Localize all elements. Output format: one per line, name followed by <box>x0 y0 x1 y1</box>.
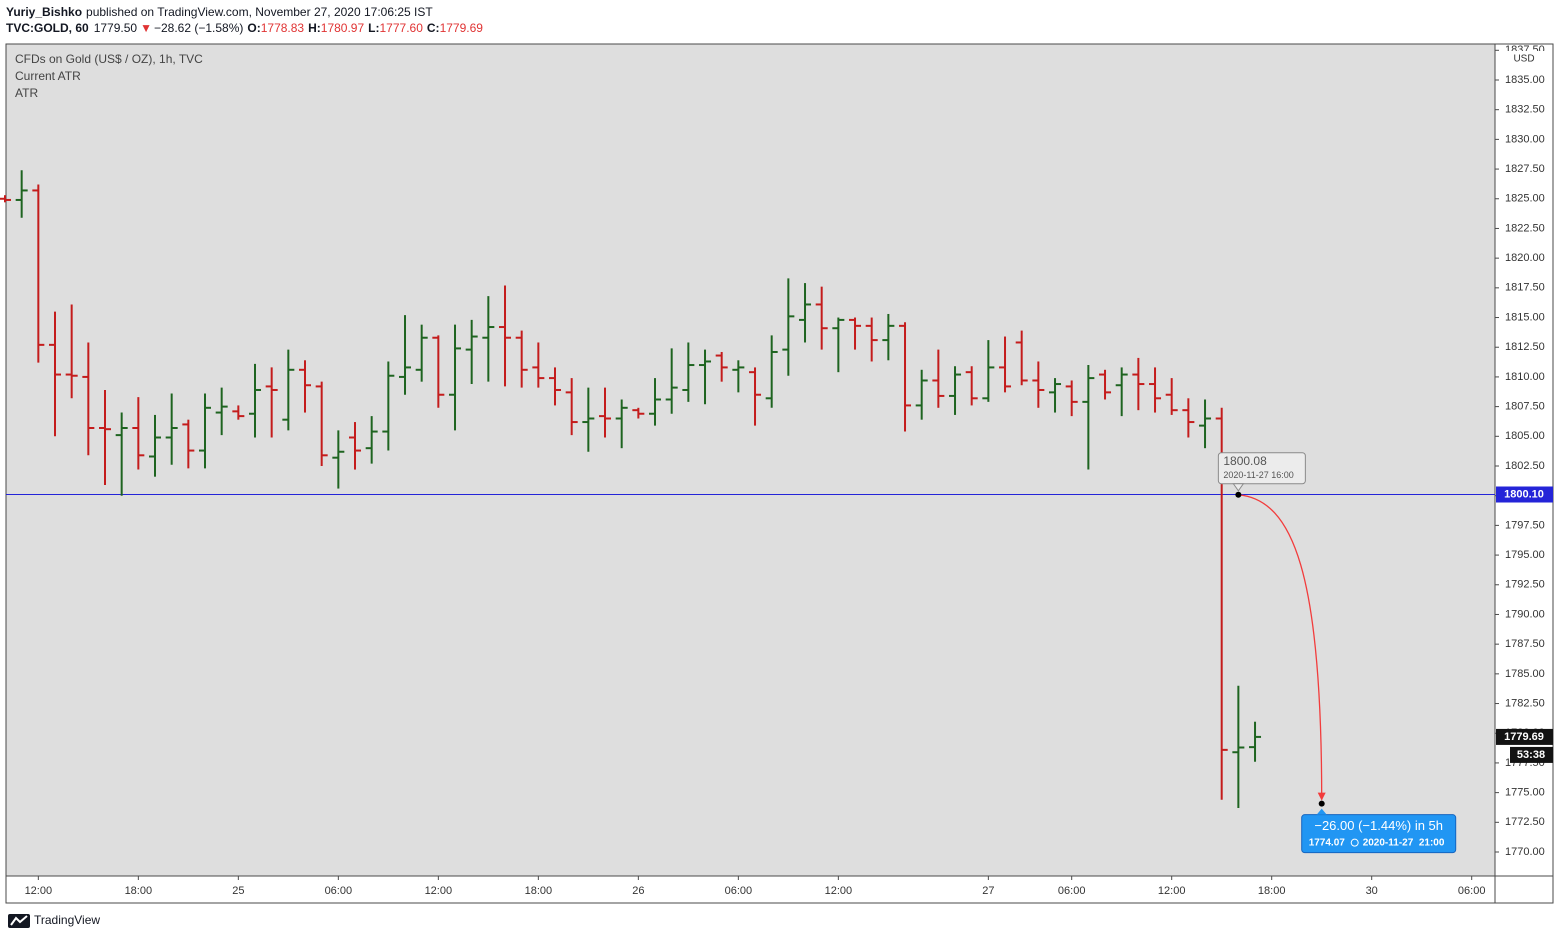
x-tick-label: 12:00 <box>25 885 53 897</box>
countdown-tag <box>1510 746 1553 763</box>
countdown: 53:38 <box>1517 749 1545 761</box>
y-tick-label: 1795.00 <box>1505 549 1545 561</box>
projection-change: −26.00 (−1.44%) in 5h <box>1314 818 1443 833</box>
currency-bg <box>1500 51 1548 65</box>
callout <box>1217 452 1306 485</box>
x-tick-label: 26 <box>632 885 644 897</box>
x-tick-label: 06:00 <box>325 885 353 897</box>
projection-box <box>1301 814 1457 854</box>
y-tick-label: 1820.00 <box>1505 252 1545 264</box>
price-tag <box>1496 728 1553 745</box>
x-tick-label: 12:00 <box>825 885 853 897</box>
projection-date: 2020-11-27 21:00 <box>1363 837 1445 848</box>
arrow-head <box>1317 792 1326 801</box>
y-tick-label: 1772.50 <box>1505 816 1545 828</box>
projection-end <box>1318 800 1325 807</box>
x-tick-label: 25 <box>232 885 244 897</box>
y-tick-label: 1802.50 <box>1505 460 1545 472</box>
x-tick-label: 12:00 <box>1158 885 1186 897</box>
y-tick-label: 1832.50 <box>1505 104 1545 116</box>
x-tick-label: 18:00 <box>125 885 153 897</box>
ohlc-label: L: <box>368 21 379 35</box>
y-tick-label: 1830.00 <box>1505 133 1545 145</box>
ohlc-value: 1777.60 <box>380 21 424 35</box>
y-axis: 1770.001772.501775.001777.501780.001782.… <box>1495 44 1545 858</box>
callout-date: 2020-11-27 16:00 <box>1223 470 1293 480</box>
brand-name: TradingView <box>34 913 100 927</box>
y-tick-label: 1790.00 <box>1505 608 1545 620</box>
ohlc-label: O: <box>247 21 260 35</box>
chart-title: CFDs on Gold (US$ / OZ), 1h, TVC <box>15 52 203 66</box>
y-tick-label: 1835.00 <box>1505 74 1545 86</box>
ohlc-value: 1779.69 <box>440 21 484 35</box>
x-tick-label: 18:00 <box>1258 885 1286 897</box>
author: Yuriy_Bishko <box>6 5 82 19</box>
x-tick-label: 27 <box>982 885 994 897</box>
y-tick-label: 1812.50 <box>1505 341 1545 353</box>
y-tick-label: 1807.50 <box>1505 401 1545 413</box>
symbol: TVC:GOLD, 60 <box>6 21 89 35</box>
currency: USD <box>1513 54 1534 65</box>
logo-mark <box>10 915 28 926</box>
projection-start <box>1235 491 1242 498</box>
indicator: ATR <box>15 86 38 100</box>
hline-label: 1800.10 <box>1504 488 1544 500</box>
y-tick-label: 1815.00 <box>1505 311 1545 323</box>
brand: TradingView <box>8 913 100 928</box>
y-tick-label: 1797.50 <box>1505 519 1545 531</box>
callout-value: 1800.08 <box>1223 454 1267 468</box>
y-tick-label: 1810.00 <box>1505 371 1545 383</box>
projection-curve <box>1238 494 1323 800</box>
y-tick-label: 1805.00 <box>1505 430 1545 442</box>
ohlc-label: H: <box>308 21 321 35</box>
y-tick-label: 1817.50 <box>1505 282 1545 294</box>
clock-icon <box>1350 838 1359 847</box>
x-tick-label: 12:00 <box>425 885 453 897</box>
x-tick-label: 06:00 <box>1058 885 1086 897</box>
indicator: Current ATR <box>15 69 81 83</box>
change: −28.62 (−1.58%) <box>154 21 243 35</box>
callout-pointer <box>1232 483 1245 492</box>
y-tick-label: 1787.50 <box>1505 638 1545 650</box>
ohlc-label: C: <box>427 21 440 35</box>
projection-value: 1774.07 <box>1309 837 1346 848</box>
ohlc-value: 1780.97 <box>321 21 365 35</box>
y-tick-label: 1822.50 <box>1505 222 1545 234</box>
header-line: TVC:GOLD, 60 1779.50 ▼ −28.62 (−1.58%) O:177… <box>6 21 483 35</box>
arrow: ▼ <box>140 21 152 35</box>
header-line: Yuriy_Bishko published on TradingView.com… <box>6 5 433 19</box>
y-tick-label: 1827.50 <box>1505 163 1545 175</box>
ohlc-value: 1778.83 <box>261 21 305 35</box>
y-tick-label: 1782.50 <box>1505 697 1545 709</box>
y-tick-label: 1785.00 <box>1505 668 1545 680</box>
last: 1779.50 <box>94 21 138 35</box>
price-label: 1779.69 <box>1504 731 1544 743</box>
projection-pointer <box>1316 808 1327 815</box>
frame <box>5 43 1554 904</box>
published: published on TradingView.com, November 2… <box>86 5 433 19</box>
y-tick-label: 1792.50 <box>1505 579 1545 591</box>
y-tick-label: 1825.00 <box>1505 193 1545 205</box>
hline-tag <box>1496 486 1553 503</box>
y-tick-label: 1775.00 <box>1505 787 1545 799</box>
x-tick-label: 18:00 <box>525 885 553 897</box>
x-tick-label: 06:00 <box>725 885 753 897</box>
y-tick-label: 1770.00 <box>1505 846 1545 858</box>
x-tick-label: 06:00 <box>1458 885 1486 897</box>
x-tick-label: 30 <box>1366 885 1378 897</box>
